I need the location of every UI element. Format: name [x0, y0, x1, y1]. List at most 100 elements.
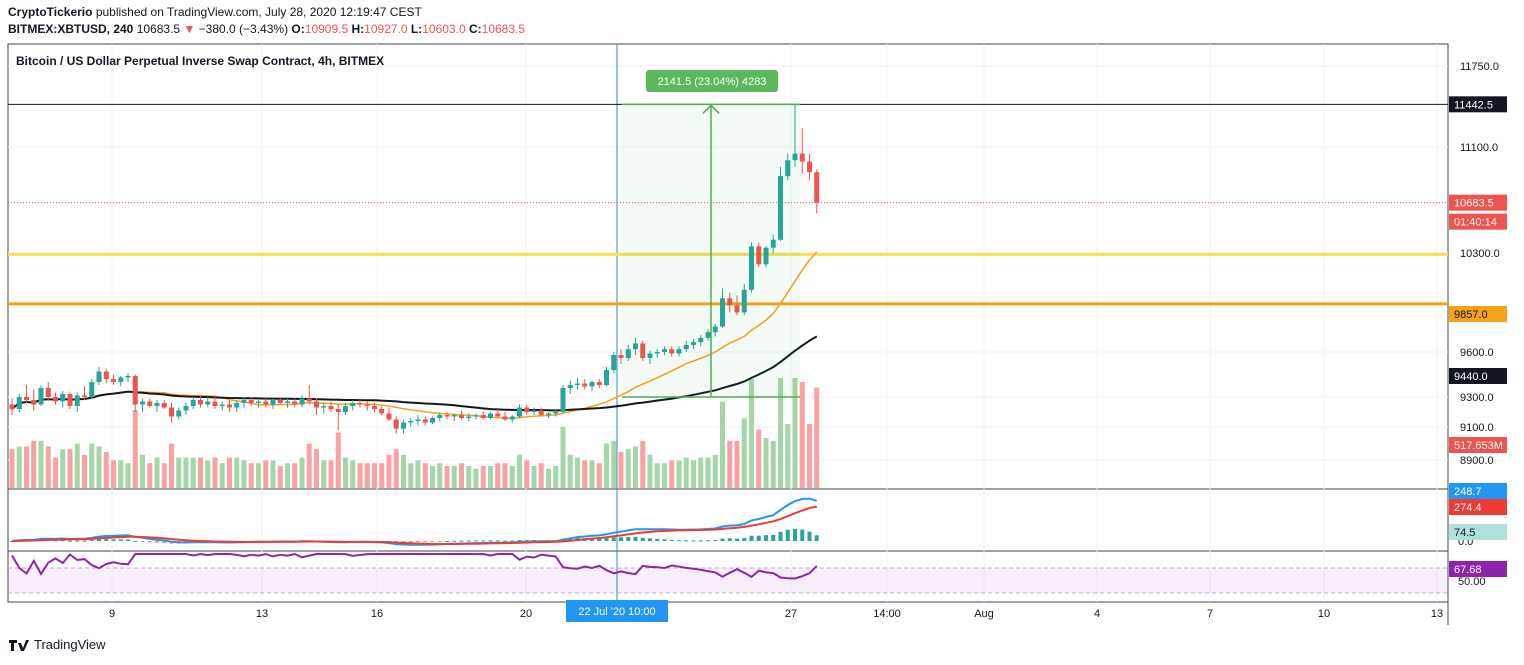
candle-body — [9, 404, 15, 409]
candle-body — [444, 415, 450, 417]
macd-histogram-bar — [669, 539, 674, 541]
last-price-tag: 10683.5 — [1454, 198, 1494, 210]
macd-histogram-bar — [423, 541, 428, 542]
macd-histogram-bar — [677, 540, 681, 542]
macd-histogram-bar — [633, 536, 638, 541]
candle-body — [611, 355, 617, 370]
volume-bar — [531, 466, 537, 488]
candle-body — [372, 406, 377, 409]
candle-body — [488, 413, 493, 418]
candle-body — [386, 413, 392, 420]
volume-bar — [285, 463, 290, 488]
sma-short-tag: 9857.0 — [1454, 309, 1488, 321]
tradingview-logo-icon — [8, 639, 29, 651]
candle-body — [263, 401, 269, 405]
volume-bar — [466, 466, 472, 488]
macd-histogram-bar — [749, 535, 754, 541]
macd-histogram-bar — [97, 539, 101, 541]
volume-bar — [509, 466, 515, 488]
time-tick-label: 27 — [785, 608, 797, 620]
macd-histogram-bar — [118, 539, 123, 541]
candle-body — [422, 419, 428, 423]
volume-bar — [792, 378, 798, 488]
candle-body — [466, 416, 472, 418]
volume-bar — [306, 443, 312, 488]
volume-bar — [45, 446, 51, 488]
candle-body — [205, 401, 211, 405]
volume-bar — [82, 454, 87, 488]
macd-histogram-bar — [662, 539, 667, 541]
candle-body — [691, 342, 696, 345]
volume-bar — [393, 449, 399, 488]
candle-body — [219, 404, 225, 406]
low-label: L: — [410, 22, 423, 36]
candle-body — [277, 400, 283, 403]
macd-histogram-bar — [713, 539, 718, 541]
candle-body — [343, 406, 348, 412]
macd-histogram-bar — [147, 541, 152, 543]
volume-bar — [176, 457, 182, 488]
macd-histogram-bar — [104, 539, 109, 541]
volume-bar — [589, 460, 595, 488]
rsi-line — [11, 552, 818, 580]
candle-body — [662, 349, 667, 352]
macd-histogram-bar — [68, 540, 72, 542]
volume-bar — [161, 463, 167, 488]
candle-body — [393, 419, 399, 429]
histogram-value-tag-bg — [1449, 524, 1507, 540]
macd-histogram-bar — [785, 529, 790, 541]
candle-body — [53, 397, 58, 402]
footer: TradingView — [8, 637, 106, 652]
low-value: 10603.0 — [422, 22, 466, 36]
macd-histogram-bar — [742, 538, 747, 541]
candle-body — [140, 401, 145, 405]
volume-bar — [74, 443, 80, 488]
volume-bar — [96, 446, 102, 488]
candle-body — [567, 385, 573, 388]
candle-body — [633, 343, 638, 350]
candle-body — [705, 332, 711, 338]
author-name[interactable]: CryptoTickerio — [8, 5, 93, 19]
macd-histogram-bar — [488, 540, 493, 542]
macd-histogram-bar — [640, 537, 645, 541]
candle-body — [16, 397, 22, 409]
macd-histogram-bar — [778, 531, 783, 541]
macd-histogram-bar — [771, 534, 776, 541]
macd-signal-line — [11, 505, 817, 546]
chart-title: Bitcoin / US Dollar Perpetual Inverse Sw… — [16, 54, 384, 68]
candle-body — [248, 400, 254, 403]
last-price: 10683.5 — [136, 22, 181, 36]
volume-bar — [553, 466, 559, 488]
macd-histogram-bar — [75, 540, 80, 542]
sma-long-tag: 9440.0 — [1454, 371, 1488, 383]
rsi-value-tag: 67.68 — [1454, 564, 1482, 576]
volume-tag: 517.653M — [1454, 440, 1503, 452]
time-tick-label: 10 — [1318, 608, 1330, 620]
candle-body — [328, 406, 334, 409]
close-value: 10683.5 — [481, 22, 526, 36]
candle-body — [538, 410, 544, 415]
candle-body — [118, 377, 124, 382]
macd-histogram-bar — [140, 541, 145, 542]
macd-histogram-bar — [764, 535, 768, 541]
macd-histogram-bar — [445, 540, 449, 542]
candle-body — [727, 298, 733, 306]
candle-body — [604, 370, 609, 385]
volume-bar — [669, 460, 675, 488]
volume-bar — [415, 460, 421, 488]
candle-body — [654, 352, 660, 354]
candle-body — [459, 415, 464, 418]
candle-body — [509, 416, 515, 420]
volume-bar — [190, 457, 196, 488]
macd-histogram-bar — [481, 540, 486, 542]
volume-bar — [495, 463, 501, 488]
footer-brand[interactable]: TradingView — [34, 637, 106, 652]
candle-body — [335, 409, 341, 412]
candle-body — [212, 401, 218, 406]
candle-body — [285, 401, 290, 403]
macd-histogram-bar — [793, 528, 797, 541]
volume-bar — [502, 463, 508, 488]
volume-bar — [459, 463, 464, 488]
open-value: 10909.5 — [304, 22, 349, 36]
